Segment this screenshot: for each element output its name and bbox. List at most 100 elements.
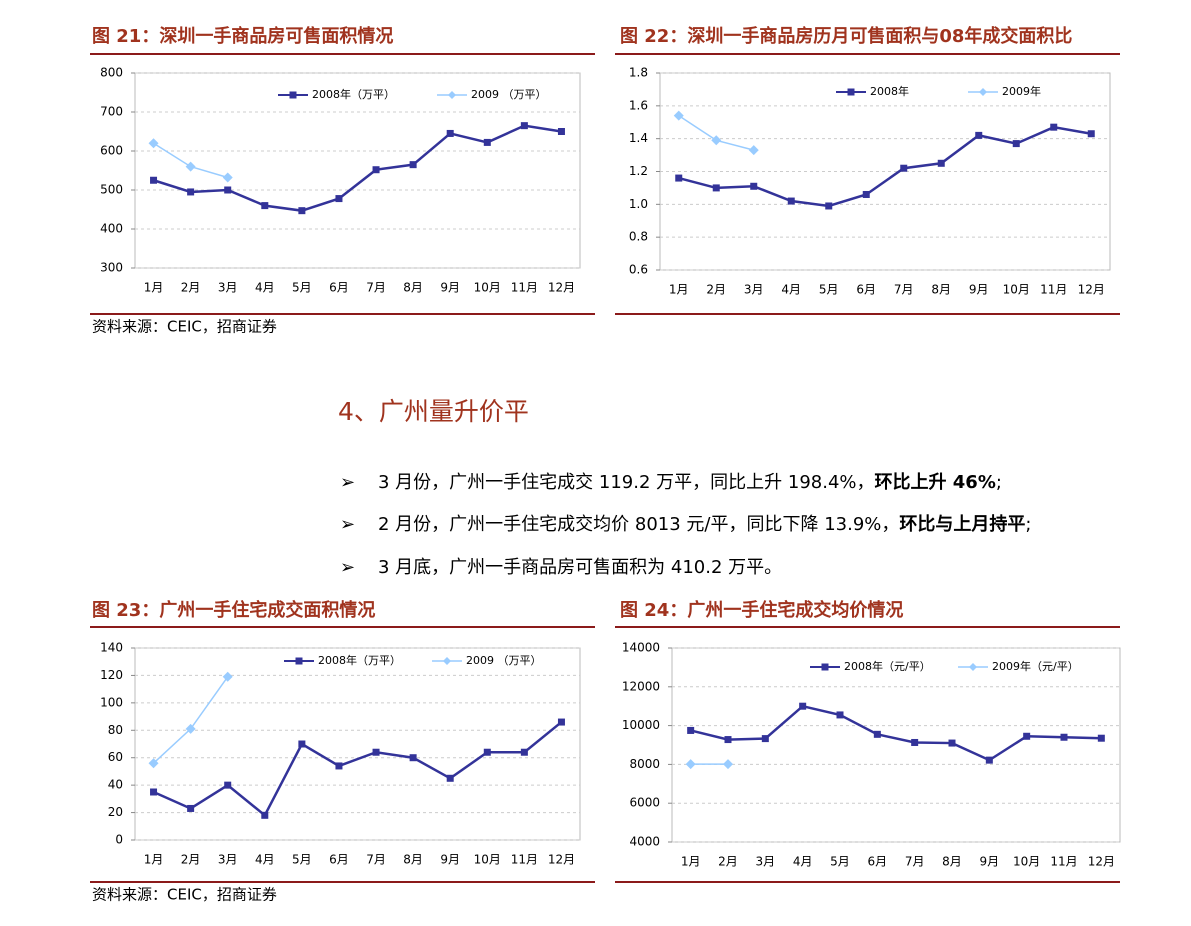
y-tick-label: 100 [100, 695, 123, 709]
point-marker [446, 129, 454, 137]
y-tick-label: 80 [108, 723, 123, 737]
figure-title: 图 21：深圳一手商品房可售面积情况 [92, 25, 393, 47]
point-marker [222, 671, 233, 682]
legend-marker [448, 91, 456, 99]
point-marker [975, 131, 983, 139]
bullet-text: 2 月份，广州一手住宅成交均价 8013 元/平，同比下降 13.9%，环比与上… [378, 513, 1031, 535]
x-tick-label: 9月 [440, 853, 460, 867]
x-tick-label: 7月 [905, 855, 925, 869]
y-tick-label: 60 [108, 750, 123, 764]
point-marker [937, 159, 945, 167]
figure-title: 图 24：广州一手住宅成交均价情况 [620, 599, 903, 621]
source-note: 资料来源：CEIC，招商证券 [92, 318, 277, 336]
y-tick-label: 300 [100, 261, 123, 275]
bullet-part: ; [1025, 514, 1031, 535]
bullet-part: 2 月份，广州一手住宅成交均价 8013 元/平，同比下降 13.9%， [378, 514, 899, 535]
point-marker [1012, 140, 1020, 148]
bullet-part: 环比与上月持平 [899, 513, 1025, 535]
point-marker [799, 702, 807, 710]
x-tick-label: 1月 [144, 853, 164, 867]
x-tick-label: 5月 [292, 281, 312, 295]
x-tick-label: 8月 [403, 281, 423, 295]
point-marker [836, 711, 844, 719]
x-tick-label: 3月 [218, 853, 238, 867]
x-tick-label: 6月 [329, 853, 349, 867]
legend-marker [295, 657, 303, 665]
legend-marker [443, 657, 451, 665]
x-tick-label: 9月 [969, 283, 989, 297]
legend-label: 2008年 [870, 84, 909, 98]
x-tick-label: 11月 [1050, 855, 1077, 869]
x-tick-label: 6月 [868, 855, 888, 869]
plot-area [134, 647, 581, 841]
bullet-symbol: ➢ [340, 557, 355, 578]
point-marker [187, 804, 195, 812]
point-marker [335, 195, 343, 203]
x-tick-label: 1月 [144, 281, 164, 295]
point-marker [150, 788, 158, 796]
x-tick-label: 12月 [548, 281, 575, 295]
legend-marker [847, 88, 855, 96]
point-marker [187, 188, 195, 196]
legend-label: 2009 （万平） [466, 654, 542, 667]
x-tick-label: 9月 [980, 855, 1000, 869]
y-tick-label: 700 [100, 105, 123, 119]
legend-marker [979, 88, 987, 96]
series-line [690, 704, 1102, 762]
legend-label: 2009 （万平） [471, 88, 547, 101]
legend-marker [969, 663, 977, 671]
point-marker [711, 135, 722, 146]
point-marker [873, 730, 881, 738]
y-tick-label: 6000 [629, 796, 660, 810]
x-tick-label: 12月 [548, 853, 575, 867]
point-marker [675, 174, 683, 182]
y-tick-label: 1.4 [629, 131, 648, 145]
y-tick-label: 1.8 [629, 66, 648, 80]
y-tick-label: 40 [108, 778, 123, 792]
y-tick-label: 500 [100, 183, 123, 197]
series-line [678, 125, 1092, 208]
point-marker [685, 759, 696, 770]
series-line [153, 676, 229, 764]
bullet-text: 3 月份，广州一手住宅成交 119.2 万平，同比上升 198.4%，环比上升 … [378, 472, 1002, 493]
x-tick-label: 11月 [511, 853, 538, 867]
point-marker [900, 164, 908, 172]
point-marker [148, 138, 159, 149]
point-marker [372, 748, 380, 756]
point-marker [1087, 130, 1095, 138]
x-tick-label: 3月 [744, 283, 764, 297]
x-tick-label: 10月 [1003, 283, 1030, 297]
point-marker [372, 166, 380, 174]
point-marker [557, 128, 565, 135]
y-tick-label: 12000 [622, 679, 660, 693]
point-marker [673, 110, 684, 121]
point-marker [446, 774, 454, 782]
point-marker [224, 781, 232, 789]
point-marker [787, 197, 795, 205]
x-tick-label: 8月 [931, 283, 951, 297]
point-marker [298, 740, 306, 748]
legend-label: 2008年（万平） [318, 653, 401, 667]
x-tick-label: 12月 [1078, 283, 1105, 297]
x-tick-label: 6月 [856, 283, 876, 297]
point-marker [748, 145, 759, 156]
point-marker [185, 161, 196, 172]
y-tick-label: 14000 [622, 641, 660, 655]
x-tick-label: 5月 [830, 855, 850, 869]
point-marker [409, 161, 417, 169]
x-tick-label: 1月 [669, 283, 689, 297]
point-marker [1060, 733, 1068, 741]
point-marker [750, 182, 758, 190]
plot-area [671, 647, 1121, 843]
x-tick-label: 6月 [329, 281, 349, 295]
x-tick-label: 4月 [255, 853, 275, 867]
point-marker [520, 122, 528, 130]
y-tick-label: 0 [115, 833, 123, 847]
x-tick-label: 5月 [292, 853, 312, 867]
x-tick-label: 3月 [756, 855, 776, 869]
series-line [153, 142, 228, 179]
x-tick-label: 10月 [474, 853, 501, 867]
point-marker [1023, 732, 1031, 740]
x-tick-label: 4月 [781, 283, 801, 297]
